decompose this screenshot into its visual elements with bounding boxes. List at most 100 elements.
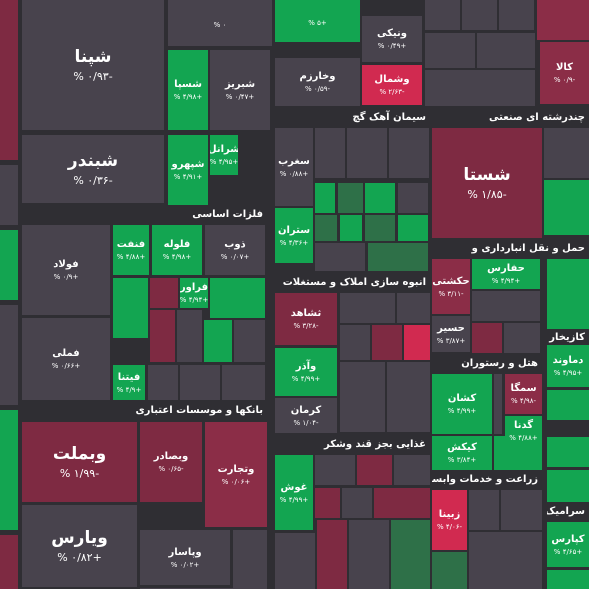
stock-tile[interactable]: وتجارت +۰/۰۶ % [205, 422, 267, 527]
stock-tile[interactable]: ونیکی +۰/۴۹ % [362, 16, 422, 62]
sector-title: فلزات اساسی [192, 209, 263, 220]
symbol: غوش [280, 481, 308, 493]
stock-tile[interactable]: شپنا -۰/۹۳ % [22, 0, 164, 130]
stock-tile[interactable]: حسیر +۳/۸۷ % [432, 316, 470, 352]
filler-tile [275, 533, 315, 589]
change: +۴/۹۴ % [180, 296, 208, 304]
stock-tile[interactable]: دماوند +۴/۹۵ % [547, 345, 589, 387]
filler-tile [315, 455, 355, 485]
filler-tile [477, 33, 535, 68]
stock-tile[interactable]: ستران +۴/۳۶ % [275, 208, 313, 263]
stock-tile[interactable]: شستا -۱/۸۵ % [432, 128, 542, 238]
stock-tile[interactable]: وبملت -۱/۹۹ % [22, 422, 137, 502]
symbol: وپاسار [168, 546, 202, 558]
change: +۴/۹۵ % [553, 369, 583, 377]
filler-tile [342, 488, 372, 518]
symbol: وبملت [52, 444, 107, 464]
filler-tile [349, 520, 389, 589]
change: +۴/۸۸ % [116, 253, 146, 261]
change: +۴/۹۸ % [173, 93, 203, 101]
filler-tile [222, 365, 265, 400]
filler-tile [547, 437, 589, 467]
change: +۴/۹۸ % [162, 253, 192, 261]
filler-tile [397, 293, 430, 323]
symbol: فلوله [163, 239, 191, 250]
stock-tile[interactable]: شبندر -۰/۳۶ % [22, 135, 164, 203]
stock-tile[interactable]: ثشاهد -۳/۲۸ % [275, 293, 337, 345]
stock-tile[interactable]: فنفت +۴/۸۸ % [113, 225, 149, 275]
filler-tile [391, 520, 430, 589]
filler-tile [394, 455, 430, 485]
filler-tile [501, 490, 542, 530]
filler-tile [544, 128, 589, 178]
change: -۰/۹۳ % [73, 70, 113, 83]
symbol: وتجارت [217, 463, 255, 475]
filler-tile [0, 410, 18, 530]
stock-tile[interactable]: سمگا -۴/۹۸ % [505, 374, 542, 414]
sector-title: زراعت و خدمات وابسته [432, 474, 538, 485]
symbol: زبینا [438, 509, 461, 520]
filler-tile [347, 128, 387, 178]
stock-tile[interactable]: شرانل +۴/۹۵ % [210, 135, 238, 175]
filler-tile [387, 362, 430, 432]
stock-tile[interactable]: حکشتی -۳/۱۱ % [432, 259, 470, 314]
stock-tile[interactable]: شبریز +۰/۴۷ % [210, 50, 270, 130]
stock-tile[interactable]: وآذر +۴/۹۹ % [275, 348, 337, 396]
stock-tile[interactable]: فیتنا +۴/۹ % [113, 365, 145, 400]
stock-tile[interactable]: فملی +۰/۶۶ % [22, 318, 110, 400]
stock-tile[interactable]: زبینا -۴/۰۶ % [432, 490, 467, 550]
symbol: کیکش [447, 442, 477, 453]
filler-tile [425, 0, 460, 30]
stock-tile[interactable]: فراور +۴/۹۴ % [180, 278, 208, 308]
filler-tile [0, 535, 18, 589]
change: +۴/۹۵ % [210, 158, 238, 166]
filler-tile [494, 374, 502, 434]
symbol: فنفت [116, 239, 146, 250]
change: +۴/۳۶ % [279, 238, 309, 247]
change: -۰/۶۵ % [158, 465, 184, 473]
stock-tile[interactable]: فلوله +۴/۹۸ % [152, 225, 202, 275]
filler-tile [472, 323, 502, 353]
filler-tile [150, 278, 178, 308]
stock-tile[interactable]: کالا -۰/۹ % [540, 42, 589, 104]
symbol: شبریز [224, 79, 256, 90]
stock-tile[interactable]: وخارزم -۰/۵۹ % [275, 58, 360, 106]
symbol: حسیر [437, 323, 465, 334]
stock-tile[interactable]: شسپا +۴/۹۸ % [168, 50, 208, 130]
symbol: کشان [447, 393, 477, 404]
symbol: ونیکی [377, 28, 407, 39]
stock-tile[interactable]: وشمال -۲/۶۳ % [362, 65, 422, 105]
stock-tile[interactable]: وبصادر -۰/۶۵ % [140, 422, 202, 502]
stock-tile[interactable]: وپاسار +۰/۰۲ % [140, 530, 230, 585]
stock-tile[interactable]: فولاد +۰/۹ % [22, 225, 110, 315]
filler-tile [0, 165, 18, 225]
sector-title: هتل و رستوران [461, 358, 538, 369]
sector-title: انبوه سازی املاک و مستغلات [282, 277, 426, 288]
change: +۴/۹۹ % [279, 495, 309, 504]
filler-tile [150, 310, 175, 362]
stock-tile[interactable]: غوش +۴/۹۹ % [275, 455, 313, 530]
stock-tile[interactable]: کیکش +۳/۸۴ % [432, 436, 492, 470]
stock-tile[interactable]: سغرب +۰/۸۸ % [275, 128, 313, 206]
filler-tile [472, 291, 540, 321]
filler-tile [365, 183, 395, 213]
symbol: شستا [463, 165, 511, 185]
change: -۱/۸۵ % [467, 188, 507, 201]
stock-tile[interactable]: گدنا +۴/۸۸ % [505, 416, 542, 446]
stock-tile[interactable]: +۵ % [275, 0, 360, 42]
stock-tile[interactable]: شپهرو +۴/۹۱ % [168, 135, 208, 205]
filler-tile [148, 365, 178, 400]
stock-tile[interactable]: کرمان -۱/۰۴ % [275, 398, 337, 433]
stock-tile[interactable]: ۰ % [168, 0, 272, 46]
stock-tile[interactable]: ذوب +۰/۰۷ % [205, 225, 265, 275]
stock-tile[interactable]: حفارس +۴/۹۴ % [472, 259, 540, 289]
filler-tile [462, 0, 497, 30]
stock-tile[interactable]: کپارس +۴/۶۵ % [547, 522, 589, 567]
change: +۰/۰۲ % [170, 560, 200, 569]
stock-tile[interactable]: کشان +۴/۹۹ % [432, 374, 492, 434]
filler-tile [547, 259, 589, 329]
change: -۳/۲۸ % [293, 322, 319, 330]
change: +۴/۹۴ % [491, 277, 521, 285]
stock-tile[interactable]: ویارس +۰/۸۲ % [22, 505, 137, 587]
filler-tile [340, 362, 385, 432]
